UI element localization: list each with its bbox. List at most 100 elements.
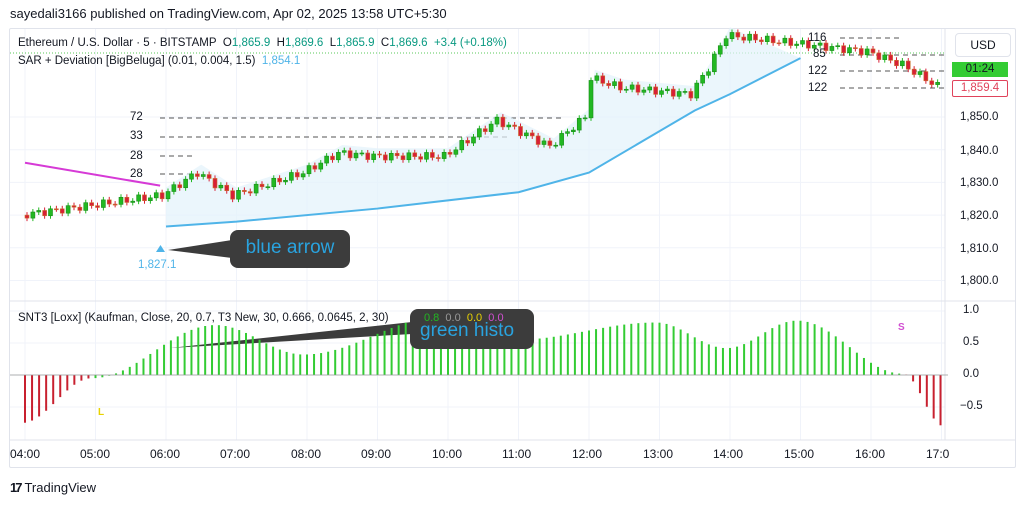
symbol-name: Ethereum / U.S. Dollar · 5 · BITSTAMP xyxy=(18,37,217,49)
candle-body xyxy=(289,172,294,181)
price-tick: 1,800.0 xyxy=(960,275,999,287)
candle-body xyxy=(900,60,905,67)
symbol-legend[interactable]: Ethereum / U.S. Dollar · 5 · BITSTAMP O1… xyxy=(18,37,507,49)
candle-body xyxy=(618,81,623,91)
candle-body xyxy=(759,39,764,42)
candle-body xyxy=(929,80,935,85)
candle-body xyxy=(835,45,841,47)
candle-body xyxy=(359,152,365,155)
candle-body xyxy=(612,81,617,86)
candle-body xyxy=(911,68,917,75)
candle-body xyxy=(247,191,253,194)
candle-body xyxy=(424,152,429,160)
candle-body xyxy=(465,140,470,144)
short-signal-marker: S xyxy=(898,322,905,333)
sar-legend[interactable]: SAR + Deviation [BigBeluga] (0.01, 0.004… xyxy=(18,55,300,67)
candle-body xyxy=(858,48,864,56)
last-price-label: 1,859.4 xyxy=(952,80,1008,97)
tradingview-logo[interactable]: 17 TradingView xyxy=(10,480,96,495)
close-value: 1,869.6 xyxy=(389,37,428,49)
candle-body xyxy=(535,135,541,145)
tradingview-mark-icon: 17 xyxy=(10,480,23,495)
candle-body xyxy=(471,136,476,144)
high-value: 1,869.6 xyxy=(284,37,324,49)
candle-body xyxy=(782,37,788,44)
candle-body xyxy=(553,144,559,147)
candle-body xyxy=(130,200,136,203)
candle-body xyxy=(923,71,929,82)
candle-body xyxy=(541,140,547,145)
osc-tick: 0.5 xyxy=(963,336,979,348)
candle-body xyxy=(435,157,441,159)
candle-body xyxy=(200,174,206,177)
candle-body xyxy=(294,172,300,178)
candle-body xyxy=(571,129,576,132)
candle-body xyxy=(36,210,42,213)
candle-body xyxy=(177,184,183,189)
candle-body xyxy=(600,75,606,84)
candle-body xyxy=(747,33,752,41)
time-tick: 13:00 xyxy=(643,447,674,461)
candle-body xyxy=(330,155,335,161)
candle-body xyxy=(306,165,312,175)
candle-body xyxy=(817,42,823,46)
chart-frame[interactable] xyxy=(9,28,1016,468)
candle-body xyxy=(635,84,641,93)
candle-body xyxy=(347,150,353,159)
candle-body xyxy=(518,126,523,137)
candle-body xyxy=(559,133,564,146)
sar-legend-name: SAR + Deviation [BigBeluga] (0.01, 0.004… xyxy=(18,55,256,67)
candle-body xyxy=(700,75,705,84)
candle-body xyxy=(623,88,629,91)
candle-body xyxy=(265,186,271,189)
candle-body xyxy=(665,88,670,92)
bar-countdown: 01:24 xyxy=(952,62,1008,77)
candle-body xyxy=(89,202,94,206)
candle-body xyxy=(770,35,776,44)
candle-body xyxy=(811,44,817,49)
candle-body xyxy=(24,214,30,219)
time-tick: 16:00 xyxy=(855,447,886,461)
oscillator-legend[interactable]: SNT3 [Loxx] (Kaufman, Close, 20, 0.7, T3… xyxy=(18,312,389,324)
candle-body xyxy=(717,45,723,55)
candle-body xyxy=(477,128,482,138)
oscillator-value-2: 0.0 xyxy=(445,312,461,324)
candle-body xyxy=(30,211,36,219)
callout-green-histo: 0.8 0.0 0.0 0.0 green histo xyxy=(410,309,534,349)
candle-body xyxy=(764,35,770,42)
candle-body xyxy=(712,53,717,73)
candle-body xyxy=(324,155,329,164)
candle-body xyxy=(488,123,494,132)
candle-body xyxy=(312,165,318,170)
currency-button[interactable]: USD xyxy=(955,33,1011,57)
candle-body xyxy=(106,199,112,205)
level-label: 28 xyxy=(130,150,143,162)
candle-body xyxy=(388,153,394,161)
candle-body xyxy=(112,203,118,206)
time-tick: 08:00 xyxy=(291,447,322,461)
sar-up-arrow-icon xyxy=(156,245,165,252)
candle-body xyxy=(101,199,106,208)
candle-body xyxy=(823,42,829,51)
sar-band-fill xyxy=(166,27,801,227)
level-label: 122 xyxy=(808,65,828,77)
candle-body xyxy=(647,86,653,91)
candle-body xyxy=(776,42,782,45)
candle-body xyxy=(394,153,400,157)
candle-body xyxy=(136,194,141,202)
candle-body xyxy=(383,154,388,161)
candle-body xyxy=(259,183,265,188)
candle-body xyxy=(271,177,277,188)
low-value: 1,865.9 xyxy=(336,37,375,49)
candle-body xyxy=(688,91,694,99)
candle-body xyxy=(735,32,741,38)
candle-body xyxy=(629,84,635,90)
candle-body xyxy=(77,206,83,211)
candle-body xyxy=(371,153,376,160)
candle-body xyxy=(494,116,500,125)
candle-body xyxy=(42,210,47,217)
price-tick: 1,830.0 xyxy=(960,177,999,189)
candle-body xyxy=(565,131,570,134)
candle-body xyxy=(453,149,459,155)
